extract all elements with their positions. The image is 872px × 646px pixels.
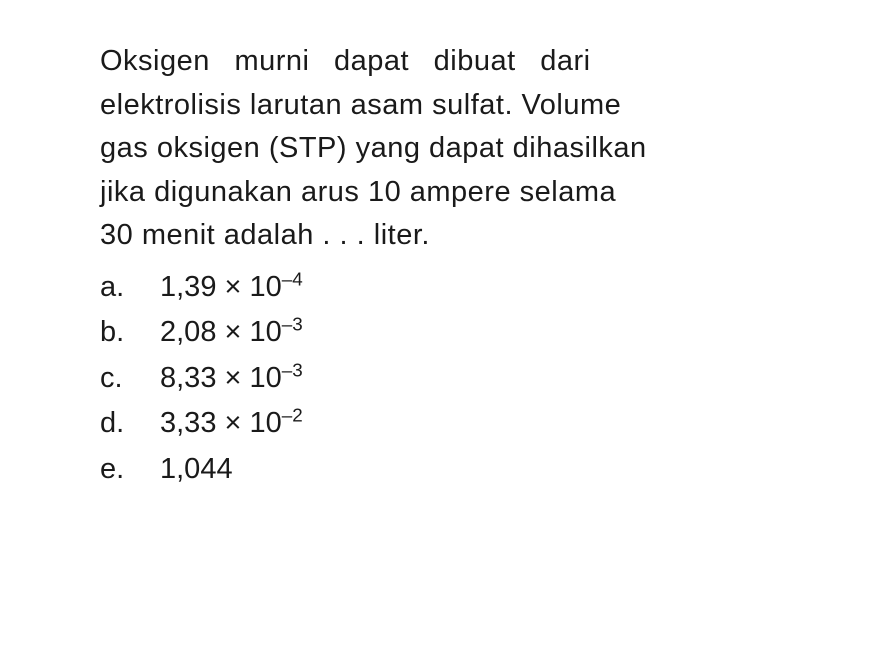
question-line-1: Oksigen murni dapat dibuat dari (100, 40, 772, 84)
times-symbol: × (225, 407, 242, 439)
option-letter: c. (100, 357, 160, 401)
times-symbol: × (225, 316, 242, 348)
question-block: Oksigen murni dapat dibuat dari elektrol… (100, 40, 772, 258)
question-line-3: gas oksigen (STP) yang dapat dihasilkan (100, 127, 772, 171)
exponent: –3 (282, 313, 303, 334)
option-value: 2,08 × 10–3 (160, 311, 303, 355)
times-symbol: × (225, 362, 242, 394)
option-d: d. 3,33 × 10–2 (100, 402, 772, 446)
option-value: 1,39 × 10–4 (160, 266, 303, 310)
base: 10 (250, 362, 282, 394)
option-letter: e. (100, 448, 160, 492)
base: 10 (250, 407, 282, 439)
option-a: a. 1,39 × 10–4 (100, 266, 772, 310)
option-value: 1,044 (160, 448, 233, 492)
coefficient: 3,33 (160, 407, 216, 439)
coefficient: 2,08 (160, 316, 216, 348)
option-letter: b. (100, 311, 160, 355)
option-letter: d. (100, 402, 160, 446)
exponent: –2 (282, 404, 303, 425)
exponent: –3 (282, 359, 303, 380)
base: 10 (250, 271, 282, 303)
option-value: 8,33 × 10–3 (160, 357, 303, 401)
option-c: c. 8,33 × 10–3 (100, 357, 772, 401)
options-list: a. 1,39 × 10–4 b. 2,08 × 10–3 c. 8,33 × … (100, 266, 772, 492)
coefficient: 1,39 (160, 271, 216, 303)
option-b: b. 2,08 × 10–3 (100, 311, 772, 355)
exponent: –4 (282, 268, 303, 289)
question-line-5: 30 menit adalah . . . liter. (100, 214, 772, 258)
times-symbol: × (225, 271, 242, 303)
coefficient: 1,044 (160, 453, 233, 485)
coefficient: 8,33 (160, 362, 216, 394)
question-line-2: elektrolisis larutan asam sulfat. Volume (100, 84, 772, 128)
base: 10 (250, 316, 282, 348)
question-line-4: jika digunakan arus 10 ampere selama (100, 171, 772, 215)
option-e: e. 1,044 (100, 448, 772, 492)
option-letter: a. (100, 266, 160, 310)
option-value: 3,33 × 10–2 (160, 402, 303, 446)
